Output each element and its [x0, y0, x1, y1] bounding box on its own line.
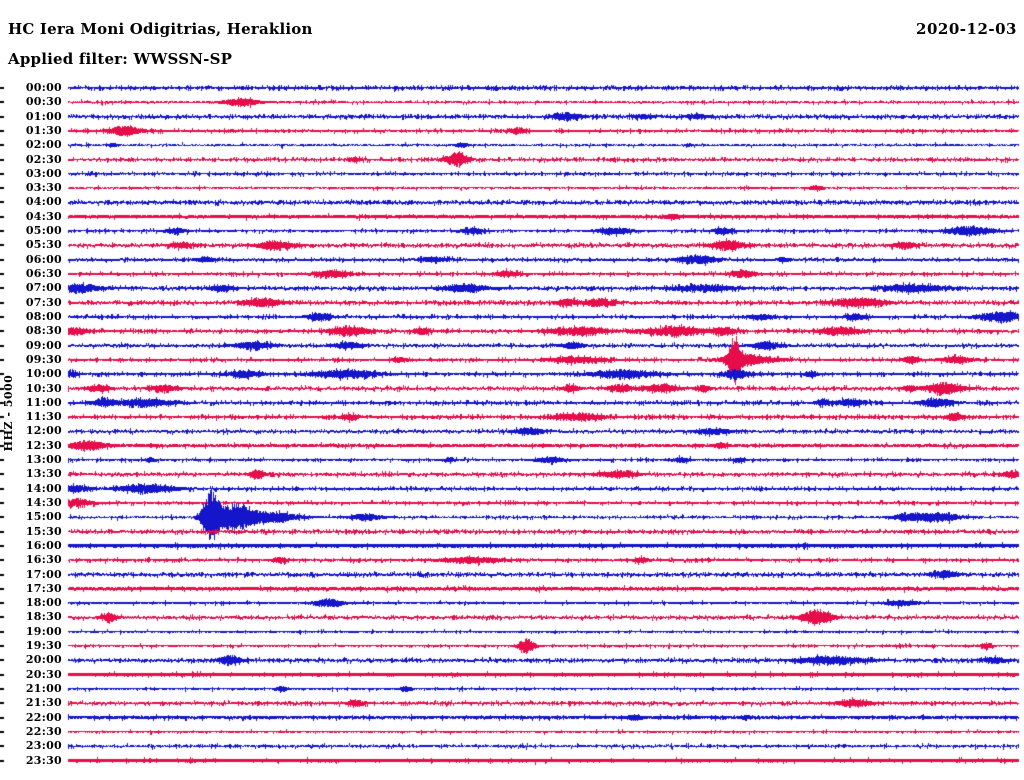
- time-label: 14:30: [25, 495, 62, 509]
- time-label: 23:00: [25, 739, 62, 753]
- time-label: 08:30: [25, 324, 62, 338]
- time-label: 12:00: [25, 424, 62, 438]
- time-label: 21:30: [25, 696, 62, 710]
- time-label: 04:00: [25, 195, 62, 209]
- time-label: 13:30: [25, 467, 62, 481]
- time-label: 17:00: [25, 567, 62, 581]
- time-label: 20:30: [25, 667, 62, 681]
- time-label: 02:30: [25, 152, 62, 166]
- time-label: 10:00: [25, 367, 62, 381]
- time-label: 09:00: [25, 338, 62, 352]
- time-label: 14:00: [25, 481, 62, 495]
- time-label: 05:00: [25, 224, 62, 238]
- time-label: 16:00: [25, 538, 62, 552]
- time-label: 19:30: [25, 639, 62, 653]
- time-label: 18:30: [25, 610, 62, 624]
- time-label: 11:00: [25, 395, 62, 409]
- time-label: 05:30: [25, 238, 62, 252]
- time-label: 07:30: [25, 295, 62, 309]
- time-label: 02:00: [25, 138, 62, 152]
- time-label: 04:30: [25, 209, 62, 223]
- time-label: 01:30: [25, 123, 62, 137]
- time-label: 12:30: [25, 438, 62, 452]
- time-label: 11:30: [25, 410, 62, 424]
- time-label: 16:30: [25, 553, 62, 567]
- time-label: 20:00: [25, 653, 62, 667]
- time-label: 09:30: [25, 352, 62, 366]
- time-label: 15:30: [25, 524, 62, 538]
- time-label: 19:00: [25, 624, 62, 638]
- time-label: 15:00: [25, 510, 62, 524]
- time-label: 00:00: [25, 81, 62, 94]
- time-label: 13:00: [25, 453, 62, 467]
- time-label: 10:30: [25, 381, 62, 395]
- time-label: 17:30: [25, 581, 62, 595]
- time-label: 03:30: [25, 181, 62, 195]
- time-label: 08:00: [25, 309, 62, 323]
- time-label: 18:00: [25, 596, 62, 610]
- time-label: 07:00: [25, 281, 62, 295]
- time-label: 06:30: [25, 267, 62, 281]
- time-label: 22:30: [25, 724, 62, 738]
- time-label: 01:00: [25, 109, 62, 123]
- time-label: 03:00: [25, 166, 62, 180]
- time-label: 00:30: [25, 95, 62, 109]
- time-label: 21:00: [25, 682, 62, 696]
- time-label: 06:00: [25, 252, 62, 266]
- time-label: 23:30: [25, 753, 62, 767]
- time-label: 22:00: [25, 710, 62, 724]
